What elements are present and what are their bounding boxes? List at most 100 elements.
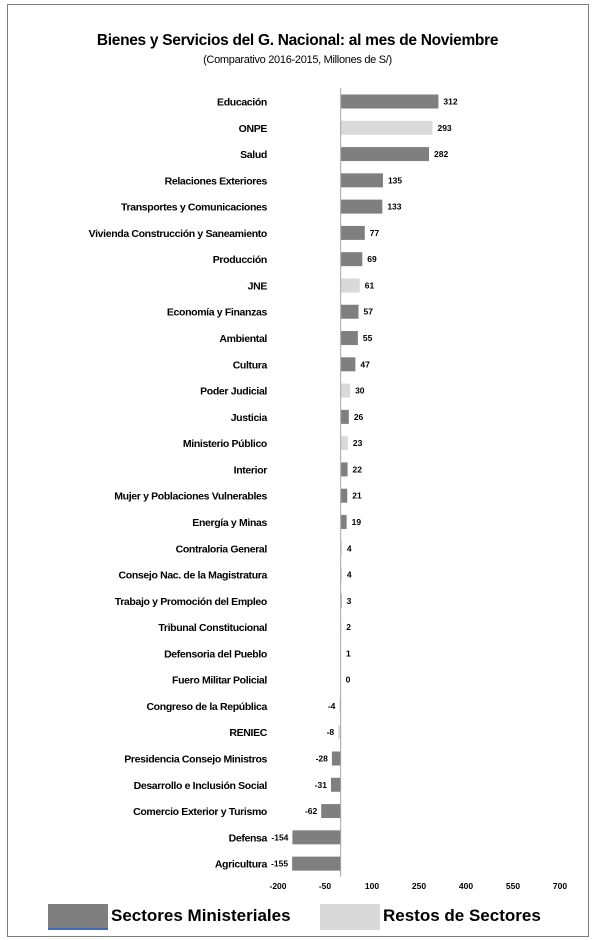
value-label-ambiental: 55 <box>363 333 373 343</box>
category-label-economia-y-finanzas: Economía y Finanzas <box>167 307 268 319</box>
bar-interior <box>340 462 348 477</box>
category-label-reniec: RENIEC <box>229 727 267 739</box>
value-label-justicia: 26 <box>354 412 364 422</box>
value-label-desarrollo-e-inclusion-social: -31 <box>315 780 328 790</box>
value-label-tribunal-constitucional: 2 <box>346 622 351 632</box>
legend-label-sectores-ministeriales: Sectores Ministeriales <box>111 906 291 925</box>
category-label-tribunal-constitucional: Tribunal Constitucional <box>158 622 267 634</box>
value-label-reniec: -8 <box>327 727 335 737</box>
x-tick-label-50: -50 <box>319 881 332 891</box>
bar-transportes-y-comunicaciones <box>340 199 383 214</box>
bar-desarrollo-e-inclusion-social <box>330 777 341 792</box>
bar-contraloria-general <box>340 541 342 556</box>
bar-ambiental <box>340 331 358 346</box>
value-label-economia-y-finanzas: 57 <box>364 307 374 317</box>
category-label-desarrollo-e-inclusion-social: Desarrollo e Inclusión Social <box>134 780 268 792</box>
value-label-congreso-de-la-republica: -4 <box>328 701 336 711</box>
value-label-presidencia-consejo-ministros: -28 <box>316 754 329 764</box>
category-label-justicia: Justicia <box>231 412 268 424</box>
value-label-consejo-nac-de-la-magistratura: 4 <box>347 570 352 580</box>
bar-defensa <box>292 830 341 845</box>
category-label-trabajo-y-promocion-del-empleo: Trabajo y Promoción del Empleo <box>115 596 267 608</box>
bar-educacion <box>340 94 439 109</box>
category-label-defensoria-del-pueblo: Defensoria del Pueblo <box>164 648 267 660</box>
legend-label-restos-de-sectores: Restos de Sectores <box>383 906 541 925</box>
x-tick-label-100: 100 <box>365 881 379 891</box>
value-label-defensoria-del-pueblo: 1 <box>346 648 351 658</box>
value-label-onpe: 293 <box>437 123 451 133</box>
bar-salud <box>340 147 430 162</box>
category-label-energia-y-minas: Energía y Minas <box>192 517 267 529</box>
category-label-relaciones-exteriores: Relaciones Exteriores <box>165 175 268 187</box>
chart-subtitle: (Comparativo 2016-2015, Millones de S/) <box>203 54 392 66</box>
bar-congreso-de-la-republica <box>339 698 341 713</box>
category-label-interior: Interior <box>234 464 268 476</box>
legend-swatch-sectores-ministeriales <box>48 904 108 930</box>
x-tick-label-250: 250 <box>412 881 426 891</box>
value-label-poder-judicial: 30 <box>355 386 365 396</box>
value-label-mujer-y-poblaciones-vulnerables: 21 <box>352 491 362 501</box>
x-tick-label-550: 550 <box>506 881 520 891</box>
chart-frame <box>7 4 589 937</box>
bar-economia-y-finanzas <box>340 304 359 319</box>
category-label-congreso-de-la-republica: Congreso de la República <box>146 701 267 713</box>
bar-ministerio-publico <box>340 436 348 451</box>
bar-comercio-exterior-y-turismo <box>321 804 341 819</box>
value-label-fuero-militar-policial: 0 <box>346 675 351 685</box>
bar-relaciones-exteriores <box>340 173 383 188</box>
bar-agricultura <box>292 856 341 871</box>
bar-presidencia-consejo-ministros <box>331 751 341 766</box>
value-label-transportes-y-comunicaciones: 133 <box>387 202 401 212</box>
category-label-ambiental: Ambiental <box>219 333 267 345</box>
value-label-contraloria-general: 4 <box>347 543 352 553</box>
category-label-jne: JNE <box>248 280 268 292</box>
value-label-interior: 22 <box>353 464 363 474</box>
legend: Sectores Ministeriales Restos de Sectore… <box>0 901 595 931</box>
value-label-produccion: 69 <box>367 254 377 264</box>
value-label-defensa: -154 <box>271 832 288 842</box>
bar-poder-judicial <box>340 383 351 398</box>
bar-onpe <box>340 120 433 135</box>
chart-title: Bienes y Servicios del G. Nacional: al m… <box>96 32 499 49</box>
value-label-comercio-exterior-y-turismo: -62 <box>305 806 318 816</box>
value-label-cultura: 47 <box>360 359 370 369</box>
bar-justicia <box>340 409 349 424</box>
value-label-salud: 282 <box>434 149 448 159</box>
x-tick-label-200: -200 <box>269 881 286 891</box>
bar-jne <box>340 278 360 293</box>
category-label-fuero-militar-policial: Fuero Militar Policial <box>172 675 267 687</box>
bar-vivienda-construccion-y-saneamiento <box>340 225 365 240</box>
bar-produccion <box>340 252 363 267</box>
category-label-defensa: Defensa <box>229 832 268 844</box>
category-label-presidencia-consejo-ministros: Presidencia Consejo Ministros <box>124 754 267 766</box>
bar-mujer-y-poblaciones-vulnerables <box>340 488 348 503</box>
category-label-transportes-y-comunicaciones: Transportes y Comunicaciones <box>121 202 268 214</box>
category-label-ministerio-publico: Ministerio Público <box>183 438 267 450</box>
value-label-agricultura: -155 <box>271 859 288 869</box>
category-label-agricultura: Agricultura <box>215 859 268 871</box>
value-label-jne: 61 <box>365 280 375 290</box>
value-label-ministerio-publico: 23 <box>353 438 363 448</box>
category-label-educacion: Educación <box>217 97 267 109</box>
bar-reniec <box>338 725 341 740</box>
value-label-energia-y-minas: 19 <box>352 517 362 527</box>
category-label-poder-judicial: Poder Judicial <box>200 386 267 398</box>
bar-cultura <box>340 357 356 372</box>
category-label-cultura: Cultura <box>233 359 268 371</box>
category-label-produccion: Producción <box>213 254 267 266</box>
bar-energia-y-minas <box>340 514 347 529</box>
value-label-vivienda-construccion-y-saneamiento: 77 <box>370 228 380 238</box>
category-label-consejo-nac-de-la-magistratura: Consejo Nac. de la Magistratura <box>119 570 268 582</box>
value-label-educacion: 312 <box>443 97 457 107</box>
bar-consejo-nac-de-la-magistratura <box>340 567 342 582</box>
category-label-mujer-y-poblaciones-vulnerables: Mujer y Poblaciones Vulnerables <box>114 491 267 503</box>
legend-swatch-restos-de-sectores <box>320 904 380 930</box>
bar-chart: Educación 312 ONPE 293 Salud 282 Relaciones Ex… <box>89 88 567 891</box>
category-label-salud: Salud <box>240 149 267 161</box>
value-label-relaciones-exteriores: 135 <box>388 175 402 185</box>
x-tick-label-400: 400 <box>459 881 473 891</box>
category-label-onpe: ONPE <box>239 123 268 135</box>
category-label-vivienda-construccion-y-saneamiento: Vivienda Construcción y Saneamiento <box>89 228 267 240</box>
category-label-comercio-exterior-y-turismo: Comercio Exterior y Turismo <box>133 806 267 818</box>
x-tick-label-700: 700 <box>553 881 567 891</box>
